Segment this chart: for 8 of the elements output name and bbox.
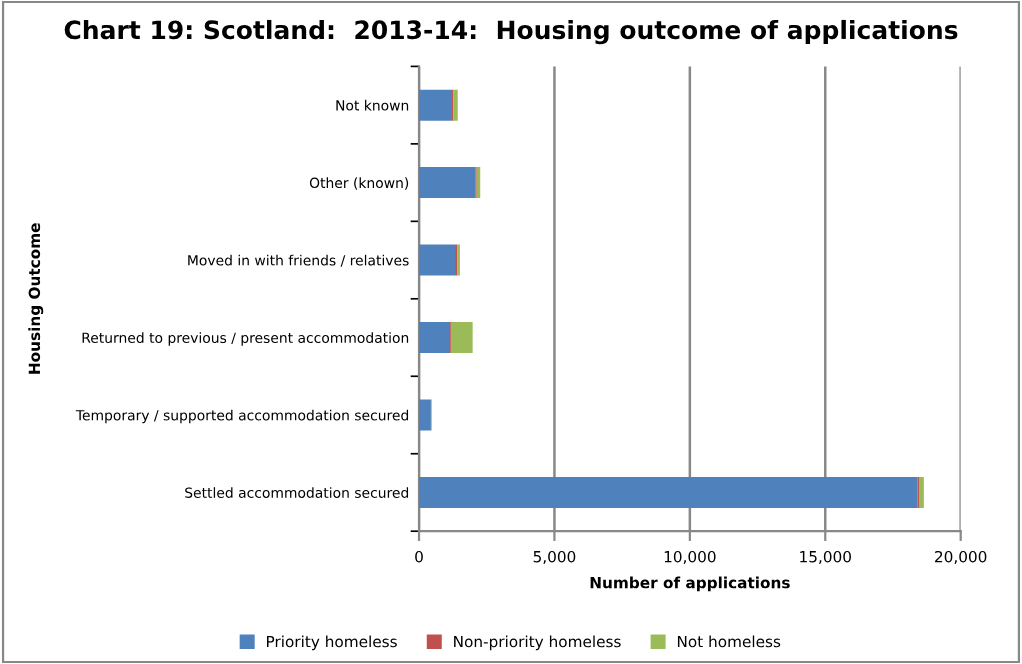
bar xyxy=(419,244,456,276)
bar xyxy=(419,89,453,121)
bar xyxy=(419,322,451,354)
bar xyxy=(419,167,476,199)
chart-title: Chart 19: Scotland: 2013-14: Housing outcome of applications xyxy=(64,19,958,45)
bar xyxy=(450,322,473,354)
bar xyxy=(918,476,924,508)
bar xyxy=(419,476,918,508)
